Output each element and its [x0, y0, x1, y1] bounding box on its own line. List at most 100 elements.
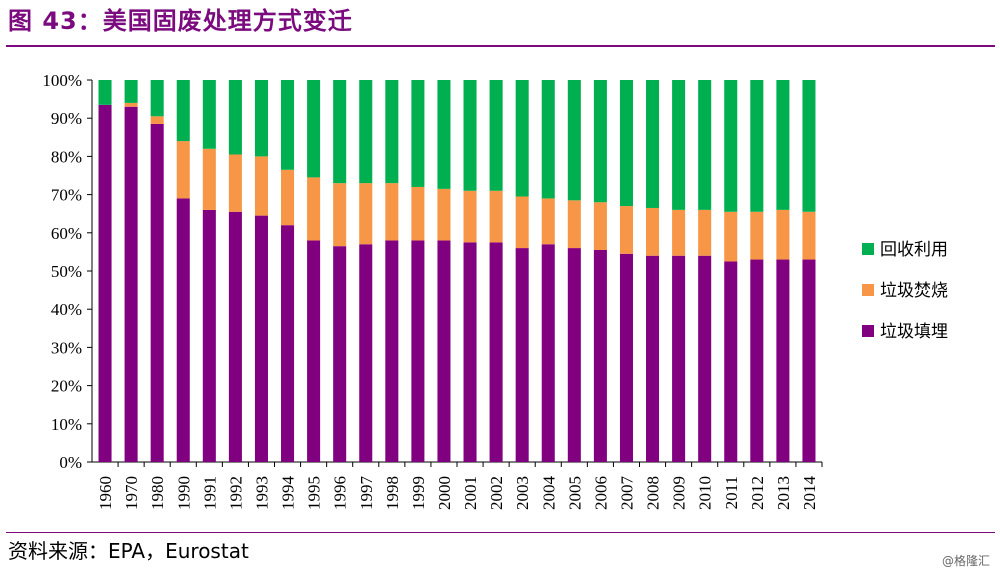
x-tick-label: 1998: [383, 476, 402, 510]
bar-segment: [567, 80, 581, 201]
x-tick-label: 2014: [800, 476, 819, 511]
bar-segment: [567, 248, 581, 462]
bar-segment: [437, 80, 451, 189]
legend-swatch: [862, 243, 874, 255]
bar-segment: [359, 183, 373, 245]
bar-segment: [254, 156, 268, 216]
bar-segment: [124, 102, 138, 107]
bar-segment: [593, 249, 607, 462]
x-tick-label: 2003: [513, 476, 532, 510]
legend-swatch: [862, 284, 874, 296]
y-tick-label: 10%: [51, 415, 82, 434]
bar-segment: [385, 183, 399, 241]
bar-segment: [176, 198, 190, 463]
bar-segment: [385, 80, 399, 184]
bar-segment: [359, 244, 373, 462]
x-tick-label: 1960: [96, 476, 115, 510]
bar-segment: [254, 215, 268, 462]
bar-segment: [646, 80, 660, 208]
bar-segment: [593, 202, 607, 250]
x-tick-label: 1997: [357, 476, 376, 511]
bar-segment: [98, 80, 112, 105]
bar-segment: [724, 261, 738, 462]
x-tick-label: 2002: [487, 476, 506, 510]
x-tick-label: 2012: [748, 476, 767, 510]
bar-segment: [802, 259, 816, 462]
bar-segment: [672, 209, 686, 256]
bar-segment: [124, 80, 138, 103]
x-tick-label: 1999: [409, 476, 428, 510]
x-tick-label: 2011: [722, 476, 741, 509]
bar-segment: [202, 148, 216, 210]
bar-segment: [724, 80, 738, 212]
bar-segment: [411, 80, 425, 187]
figure-title: 图 43：美国固废处理方式变迁: [8, 7, 353, 35]
bar-segment: [463, 190, 477, 243]
bar-segment: [98, 104, 112, 462]
bar-segment: [281, 225, 295, 462]
bar-segment: [541, 198, 555, 245]
bar-segment: [593, 80, 607, 203]
bar-segment: [359, 80, 373, 184]
bar-segment: [307, 80, 321, 178]
x-tick-label: 1990: [174, 476, 193, 510]
x-tick-label: 2000: [435, 476, 454, 510]
bar-segment: [124, 106, 138, 463]
bar-segment: [724, 211, 738, 262]
y-tick-label: 40%: [51, 300, 82, 319]
bar-segment: [150, 80, 164, 117]
x-tick-label: 2006: [591, 476, 610, 510]
bar-segment: [776, 259, 790, 462]
bar-segment: [541, 244, 555, 462]
bar-segment: [463, 80, 477, 191]
y-tick-label: 100%: [42, 71, 82, 90]
x-axis: 1960 1970 1980 1990 1991 1992 1993 1994 1995 1996…: [92, 461, 823, 511]
x-tick-label: 2009: [670, 476, 689, 510]
bar-segment: [541, 80, 555, 199]
bar-segment: [176, 80, 190, 142]
bar-segment: [776, 209, 790, 260]
bar-segment: [150, 116, 164, 124]
y-tick-label: 0%: [59, 453, 82, 472]
bar-segment: [228, 211, 242, 462]
bar-segment: [646, 255, 660, 462]
bar-segment: [333, 246, 347, 462]
bar-segment: [802, 211, 816, 260]
y-tick-label: 60%: [51, 224, 82, 243]
x-tick-label: 1970: [122, 476, 141, 510]
x-tick-label: 2004: [539, 476, 558, 511]
bar-segment: [202, 80, 216, 149]
legend-label: 垃圾焚烧: [880, 281, 948, 301]
bar-segment: [567, 200, 581, 249]
bar-segment: [619, 80, 633, 207]
x-tick-label: 2008: [644, 476, 663, 510]
bar-segment: [750, 259, 764, 462]
bar-segment: [698, 255, 712, 462]
legend-label: 回收利用: [880, 240, 948, 260]
bar-segment: [228, 80, 242, 155]
title-divider: [6, 45, 995, 47]
bar-segment: [802, 80, 816, 212]
bar-segment: [776, 80, 790, 210]
bar-segment: [489, 242, 503, 462]
y-tick-label: 90%: [51, 109, 82, 128]
bar-segment: [489, 80, 503, 191]
watermark: @格隆汇: [941, 554, 990, 568]
bar-segment: [489, 190, 503, 243]
x-tick-label: 1995: [305, 476, 324, 510]
bar-segment: [202, 209, 216, 462]
x-tick-label: 2010: [696, 476, 715, 510]
y-axis: 0% 10% 20% 30% 40% 50% 60% 70% 80% 90% 100%: [42, 71, 93, 472]
bar-segment: [437, 188, 451, 241]
source-note: 资料来源：EPA，Eurostat: [8, 539, 249, 563]
bar-segment: [385, 240, 399, 462]
legend-swatch: [862, 325, 874, 337]
y-tick-label: 80%: [51, 147, 82, 166]
legend-label: 垃圾填埋: [880, 322, 948, 342]
bar-segment: [750, 211, 764, 260]
bar-segment: [515, 248, 529, 462]
x-tick-label: 1992: [226, 476, 245, 510]
bar-segment: [307, 240, 321, 462]
bar-segment: [281, 169, 295, 226]
